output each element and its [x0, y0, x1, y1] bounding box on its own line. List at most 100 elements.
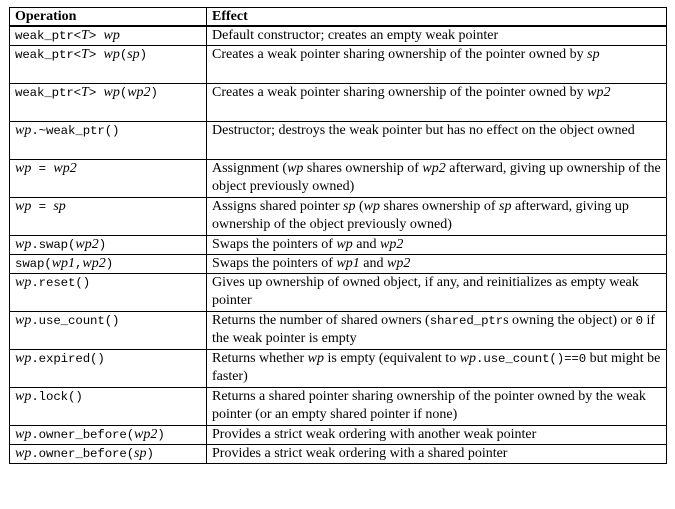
italic-fragment: wp [103, 85, 120, 100]
italic-fragment: T [81, 28, 89, 43]
code-fragment: > [88, 48, 104, 62]
table-row: wp.lock() Returns a shared pointer sharin… [9, 387, 667, 426]
table-row: wp.reset() Gives up ownership of owned ob… [9, 273, 667, 312]
text-fragment: and [352, 237, 380, 252]
text-fragment: Returns a shared pointer sharing ownersh… [212, 389, 646, 422]
operation-cell: weak_ptr<T> wp(sp) [9, 45, 207, 84]
code-fragment: .~weak_ptr() [31, 124, 120, 138]
text-fragment: Creates a weak pointer sharing ownership… [212, 47, 588, 62]
effect-cell: Assigns shared pointer sp (wp shares own… [206, 197, 667, 236]
table-header-row: Operation Effect [9, 7, 667, 27]
code-fragment: ) [146, 447, 154, 461]
italic-fragment: wp [15, 123, 32, 138]
italic-fragment: wp [15, 351, 32, 366]
italic-fragment: wp [15, 237, 32, 252]
italic-fragment: sp [587, 47, 600, 62]
code-fragment: .swap( [31, 238, 76, 252]
text-fragment: Gives up ownership of owned object, if a… [212, 275, 639, 308]
italic-fragment: wp1 [51, 256, 76, 271]
text-fragment: s owning the object) or [503, 313, 636, 328]
operation-cell: wp.reset() [9, 273, 207, 312]
header-operation: Operation [9, 7, 207, 27]
text-fragment: but might be faster) [212, 351, 661, 384]
code-fragment: ( [119, 86, 128, 100]
italic-fragment: T [81, 85, 89, 100]
code-fragment: > [88, 29, 104, 43]
code-fragment: weak_ptr< [15, 29, 82, 43]
operation-cell: wp = wp2 [9, 159, 207, 198]
italic-fragment: wp [15, 161, 32, 176]
text-fragment: afterward, giving up ownership of the ob… [212, 161, 661, 194]
table-row: swap(wp1,wp2) Swaps the pointers of wp1 a… [9, 254, 667, 274]
operation-cell: wp.expired() [9, 349, 207, 388]
text-fragment: Creates a weak pointer sharing ownership… [212, 85, 588, 100]
code-fragment: > [88, 86, 104, 100]
table-row: weak_ptr<T> wp(wp2) Creates a weak pointe… [9, 83, 667, 122]
table-row: wp.use_count() Returns the number of shar… [9, 311, 667, 350]
text-fragment: Default constructor; creates an empty we… [212, 28, 499, 43]
italic-fragment: sp [343, 199, 356, 214]
effect-cell: Swaps the pointers of wp and wp2 [206, 235, 667, 255]
table-row: wp.~weak_ptr() Destructor; destroys the w… [9, 121, 667, 160]
effect-cell: Gives up ownership of owned object, if a… [206, 273, 667, 312]
text-fragment: Returns the number of shared owners ( [212, 313, 430, 328]
effect-cell: Swaps the pointers of wp1 and wp2 [206, 254, 667, 274]
code-fragment: = [31, 200, 54, 214]
italic-fragment: wp2 [587, 85, 611, 100]
code-fragment: ) [139, 48, 147, 62]
italic-fragment: wp2 [134, 427, 158, 442]
code-fragment: .use_count()==0 [476, 352, 587, 366]
code-fragment: , [75, 257, 83, 271]
weak-ptr-operations-table: Operation Effect weak_ptr<T> wp Default c… [9, 7, 667, 464]
italic-fragment: sp [499, 199, 512, 214]
code-fragment: = [31, 162, 54, 176]
italic-fragment: wp [15, 427, 32, 442]
italic-fragment: wp2 [422, 161, 446, 176]
code-fragment: ) [157, 428, 165, 442]
code-fragment: .reset() [31, 276, 91, 290]
effect-cell: Destructor; destroys the weak pointer bu… [206, 121, 667, 160]
code-fragment: shared_ptr [429, 314, 504, 328]
code-fragment: .expired() [31, 352, 105, 366]
italic-fragment: wp2 [82, 256, 106, 271]
italic-fragment: T [81, 47, 89, 62]
text-fragment: ( [355, 199, 364, 214]
header-effect: Effect [206, 7, 667, 27]
italic-fragment: wp2 [387, 256, 411, 271]
italic-fragment: wp2 [380, 237, 404, 252]
code-fragment: ) [150, 86, 158, 100]
italic-fragment: wp1 [336, 256, 360, 271]
effect-cell: Creates a weak pointer sharing ownership… [206, 45, 667, 84]
text-fragment: Destructor; destroys the weak pointer bu… [212, 123, 635, 138]
table-row: weak_ptr<T> wp Default constructor; creat… [9, 25, 667, 46]
operation-cell: wp.owner_before(sp) [9, 444, 207, 464]
table-row: wp.owner_before(sp) Provides a strict wea… [9, 444, 667, 464]
table-row: wp = sp Assigns shared pointer sp (wp sha… [9, 197, 667, 236]
code-fragment: ( [119, 48, 128, 62]
operation-cell: wp = sp [9, 197, 207, 236]
italic-fragment: wp [15, 275, 32, 290]
text-fragment: Returns whether [212, 351, 308, 366]
text-fragment: is empty (equivalent to [324, 351, 460, 366]
code-fragment: weak_ptr< [15, 48, 82, 62]
italic-fragment: wp [336, 237, 353, 252]
text-fragment: shares ownership of [303, 161, 423, 176]
text-fragment: and [359, 256, 387, 271]
operation-cell: weak_ptr<T> wp(wp2) [9, 83, 207, 122]
text-fragment: Swaps the pointers of [212, 256, 337, 271]
italic-fragment: sp [127, 47, 140, 62]
italic-fragment: wp [363, 199, 381, 214]
italic-fragment: wp2 [75, 237, 99, 252]
italic-fragment: sp [134, 446, 147, 461]
effect-cell: Assignment (wp shares ownership of wp2 a… [206, 159, 667, 198]
italic-fragment: wp [15, 199, 32, 214]
code-fragment: .owner_before( [31, 428, 135, 442]
italic-fragment: wp [103, 28, 120, 43]
code-fragment: ) [98, 238, 107, 252]
italic-fragment: wp [307, 351, 324, 366]
text-fragment: Swaps the pointers of [212, 237, 337, 252]
table-row: wp.swap(wp2) Swaps the pointers of wp and… [9, 235, 667, 255]
text-fragment: if the weak pointer is empty [212, 313, 656, 346]
operation-cell: wp.lock() [9, 387, 207, 426]
text-fragment: shares ownership of [380, 199, 499, 214]
